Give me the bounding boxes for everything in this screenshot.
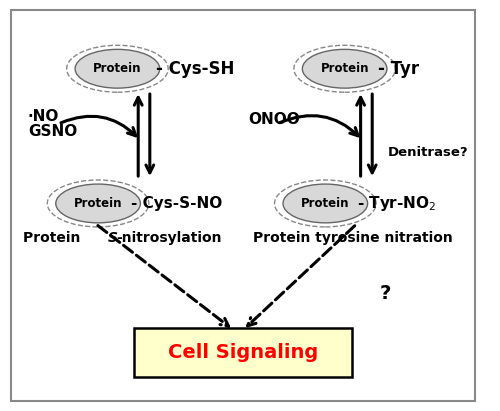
Text: Denitrase?: Denitrase? (388, 146, 469, 159)
Text: Protein: Protein (74, 197, 122, 210)
Text: Protein: Protein (320, 62, 369, 75)
Ellipse shape (66, 45, 168, 92)
Text: - Cys-SH: - Cys-SH (156, 60, 234, 78)
Text: Protein tyrosine nitration: Protein tyrosine nitration (253, 231, 452, 245)
FancyBboxPatch shape (11, 9, 475, 402)
Text: Protein: Protein (23, 231, 86, 245)
Ellipse shape (283, 184, 368, 223)
Text: -nitrosylation: -nitrosylation (116, 231, 222, 245)
Text: ONOO⁻: ONOO⁻ (248, 112, 308, 127)
FancyBboxPatch shape (134, 328, 352, 377)
Text: GSNO: GSNO (28, 124, 77, 139)
Ellipse shape (274, 180, 376, 227)
Ellipse shape (302, 49, 387, 88)
Ellipse shape (294, 45, 396, 92)
Ellipse shape (75, 49, 160, 88)
Text: Protein: Protein (301, 197, 350, 210)
Ellipse shape (48, 180, 149, 227)
Text: Cell Signaling: Cell Signaling (168, 343, 318, 362)
Text: ?: ? (380, 284, 392, 303)
Ellipse shape (56, 184, 140, 223)
Text: ·NO: ·NO (28, 109, 60, 124)
Text: - Tyr-NO$_2$: - Tyr-NO$_2$ (356, 194, 436, 213)
Text: - Tyr: - Tyr (378, 60, 418, 78)
Text: S: S (108, 231, 118, 245)
Text: Protein: Protein (93, 62, 142, 75)
Text: - Cys-S-NO: - Cys-S-NO (131, 196, 222, 211)
